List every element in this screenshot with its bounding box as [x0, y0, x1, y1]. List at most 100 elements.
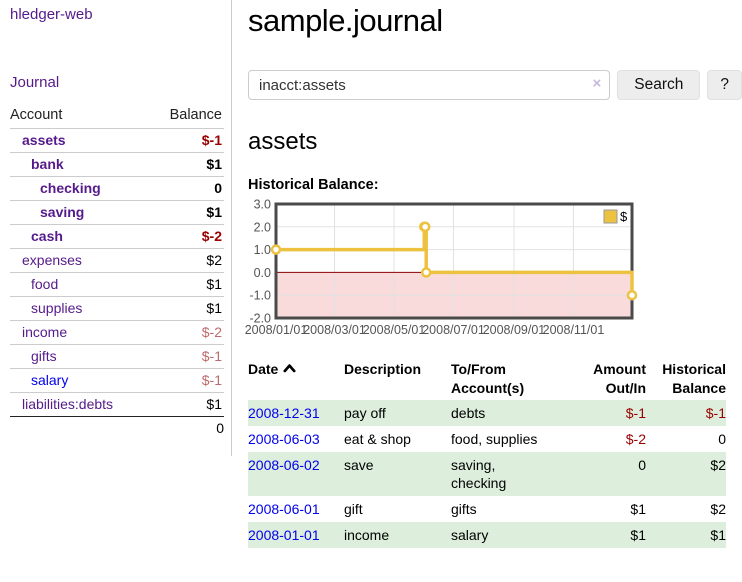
account-row: liabilities:debts $1 — [10, 393, 224, 417]
accounts-total-value: 0 — [150, 417, 224, 441]
sidebar-account-balance: $-1 — [150, 345, 224, 369]
sidebar-item-journal[interactable]: Journal — [10, 74, 59, 91]
account-row: checking 0 — [10, 177, 224, 201]
brand-link[interactable]: hledger-web — [10, 6, 93, 23]
help-button[interactable]: ? — [707, 70, 742, 100]
transaction-accounts: gifts — [451, 496, 569, 522]
account-row: bank $1 — [10, 153, 224, 177]
historical-balance-chart: $3.02.01.00.0-1.0-2.02008/01/012008/03/0… — [248, 202, 648, 344]
sidebar-account-link[interactable]: supplies — [10, 300, 82, 317]
sidebar-account-balance: $1 — [150, 153, 224, 177]
balance-column-header-register: Historical Balance — [646, 358, 726, 400]
sidebar-account-balance: $1 — [150, 201, 224, 225]
transaction-description: pay off — [344, 400, 451, 426]
svg-text:2008/01/01: 2008/01/01 — [245, 323, 308, 337]
transaction-date-link[interactable]: 2008-06-01 — [248, 501, 320, 517]
search-form: × Search ? — [248, 70, 742, 100]
balance-column-header: Balance — [150, 105, 224, 129]
transaction-description: income — [344, 522, 451, 548]
sidebar-account-balance: $1 — [150, 273, 224, 297]
sidebar-account-link[interactable]: cash — [10, 228, 63, 245]
register-row: 2008-01-01 income salary $1 $1 — [248, 522, 726, 548]
transaction-amount: $-1 — [569, 400, 646, 426]
transaction-description: eat & shop — [344, 426, 451, 452]
svg-text:2008/09/01: 2008/09/01 — [483, 323, 546, 337]
transaction-amount: $1 — [569, 522, 646, 548]
amount-column-header: Amount Out/In — [569, 358, 646, 400]
transaction-accounts: debts — [451, 400, 569, 426]
account-row: income $-2 — [10, 321, 224, 345]
sidebar-account-link[interactable]: liabilities:debts — [10, 396, 113, 413]
sidebar-account-balance: $-1 — [150, 369, 224, 393]
account-column-header: Account — [10, 105, 150, 129]
register-row: 2008-06-01 gift gifts $1 $2 — [248, 496, 726, 522]
svg-text:3.0: 3.0 — [254, 198, 271, 212]
transaction-amount: $1 — [569, 496, 646, 522]
sidebar-account-link[interactable]: saving — [10, 204, 84, 221]
account-row: assets $-1 — [10, 129, 224, 153]
account-row: saving $1 — [10, 201, 224, 225]
search-button[interactable]: Search — [617, 70, 700, 100]
sidebar-account-balance: $1 — [150, 297, 224, 321]
transaction-date-link[interactable]: 2008-06-03 — [248, 431, 320, 447]
sidebar-account-balance: $-2 — [150, 321, 224, 345]
sidebar-account-link[interactable]: gifts — [10, 348, 57, 365]
hledger-web-page: hledger-web Journal Account Balance asse… — [0, 0, 742, 548]
register-row: 2008-12-31 pay off debts $-1 $-1 — [248, 400, 726, 426]
sidebar-account-link[interactable]: salary — [10, 372, 68, 389]
main-content: sample.journal × Search ? assets Histori… — [232, 0, 742, 548]
svg-text:2008/07/01: 2008/07/01 — [422, 323, 485, 337]
accounts-total-row: 0 — [10, 417, 224, 441]
svg-text:2008/03/01: 2008/03/01 — [303, 323, 366, 337]
svg-text:2008/11/01: 2008/11/01 — [543, 323, 605, 337]
register-header-row: Date Description To/From Account(s) Amou… — [248, 358, 726, 400]
transaction-accounts: salary — [451, 522, 569, 548]
accounts-table: Account Balance assets $-1 bank $1 check… — [10, 105, 224, 440]
sidebar-account-link[interactable]: assets — [10, 132, 66, 149]
sidebar-account-balance: $-1 — [150, 129, 224, 153]
sidebar-account-link[interactable]: income — [10, 324, 67, 341]
transaction-accounts: saving, checking — [451, 452, 569, 496]
transaction-balance: $-1 — [646, 400, 726, 426]
sidebar-account-balance: $2 — [150, 249, 224, 273]
transaction-balance: 0 — [646, 426, 726, 452]
transaction-date-link[interactable]: 2008-12-31 — [248, 405, 320, 421]
sidebar-account-balance: 0 — [150, 177, 224, 201]
svg-text:$: $ — [620, 209, 628, 224]
transaction-description: save — [344, 452, 451, 496]
account-row: cash $-2 — [10, 225, 224, 249]
transaction-description: gift — [344, 496, 451, 522]
chart-heading: Historical Balance: — [248, 177, 742, 193]
transaction-accounts: food, supplies — [451, 426, 569, 452]
transaction-date-link[interactable]: 2008-06-02 — [248, 457, 320, 473]
register-row: 2008-06-03 eat & shop food, supplies $-2… — [248, 426, 726, 452]
sidebar: hledger-web Journal Account Balance asse… — [0, 0, 232, 456]
transaction-date-link[interactable]: 2008-01-01 — [248, 527, 320, 543]
clear-search-icon[interactable]: × — [592, 76, 601, 92]
account-row: gifts $-1 — [10, 345, 224, 369]
account-heading: assets — [248, 128, 742, 156]
sidebar-account-link[interactable]: expenses — [10, 252, 82, 269]
sidebar-account-link[interactable]: bank — [10, 156, 64, 173]
account-row: food $1 — [10, 273, 224, 297]
account-row: salary $-1 — [10, 369, 224, 393]
transaction-amount: 0 — [569, 452, 646, 496]
transaction-balance: $1 — [646, 522, 726, 548]
description-column-header: Description — [344, 358, 451, 400]
sidebar-account-link[interactable]: checking — [10, 180, 101, 197]
account-row: expenses $2 — [10, 249, 224, 273]
search-input[interactable] — [248, 70, 610, 100]
register-row: 2008-06-02 save saving, checking 0 $2 — [248, 452, 726, 496]
search-input-wrap: × — [248, 70, 610, 100]
transaction-amount: $-2 — [569, 426, 646, 452]
account-row: supplies $1 — [10, 297, 224, 321]
svg-text:0.0: 0.0 — [254, 266, 271, 280]
accounts-column-header: To/From Account(s) — [451, 358, 569, 400]
svg-text:2008/05/01: 2008/05/01 — [363, 323, 426, 337]
date-column-header[interactable]: Date — [248, 358, 344, 400]
svg-text:-1.0: -1.0 — [249, 289, 271, 303]
page-title: sample.journal — [248, 2, 742, 40]
sort-ascending-icon — [283, 363, 296, 373]
register-table: Date Description To/From Account(s) Amou… — [248, 358, 726, 548]
sidebar-account-link[interactable]: food — [10, 276, 58, 293]
